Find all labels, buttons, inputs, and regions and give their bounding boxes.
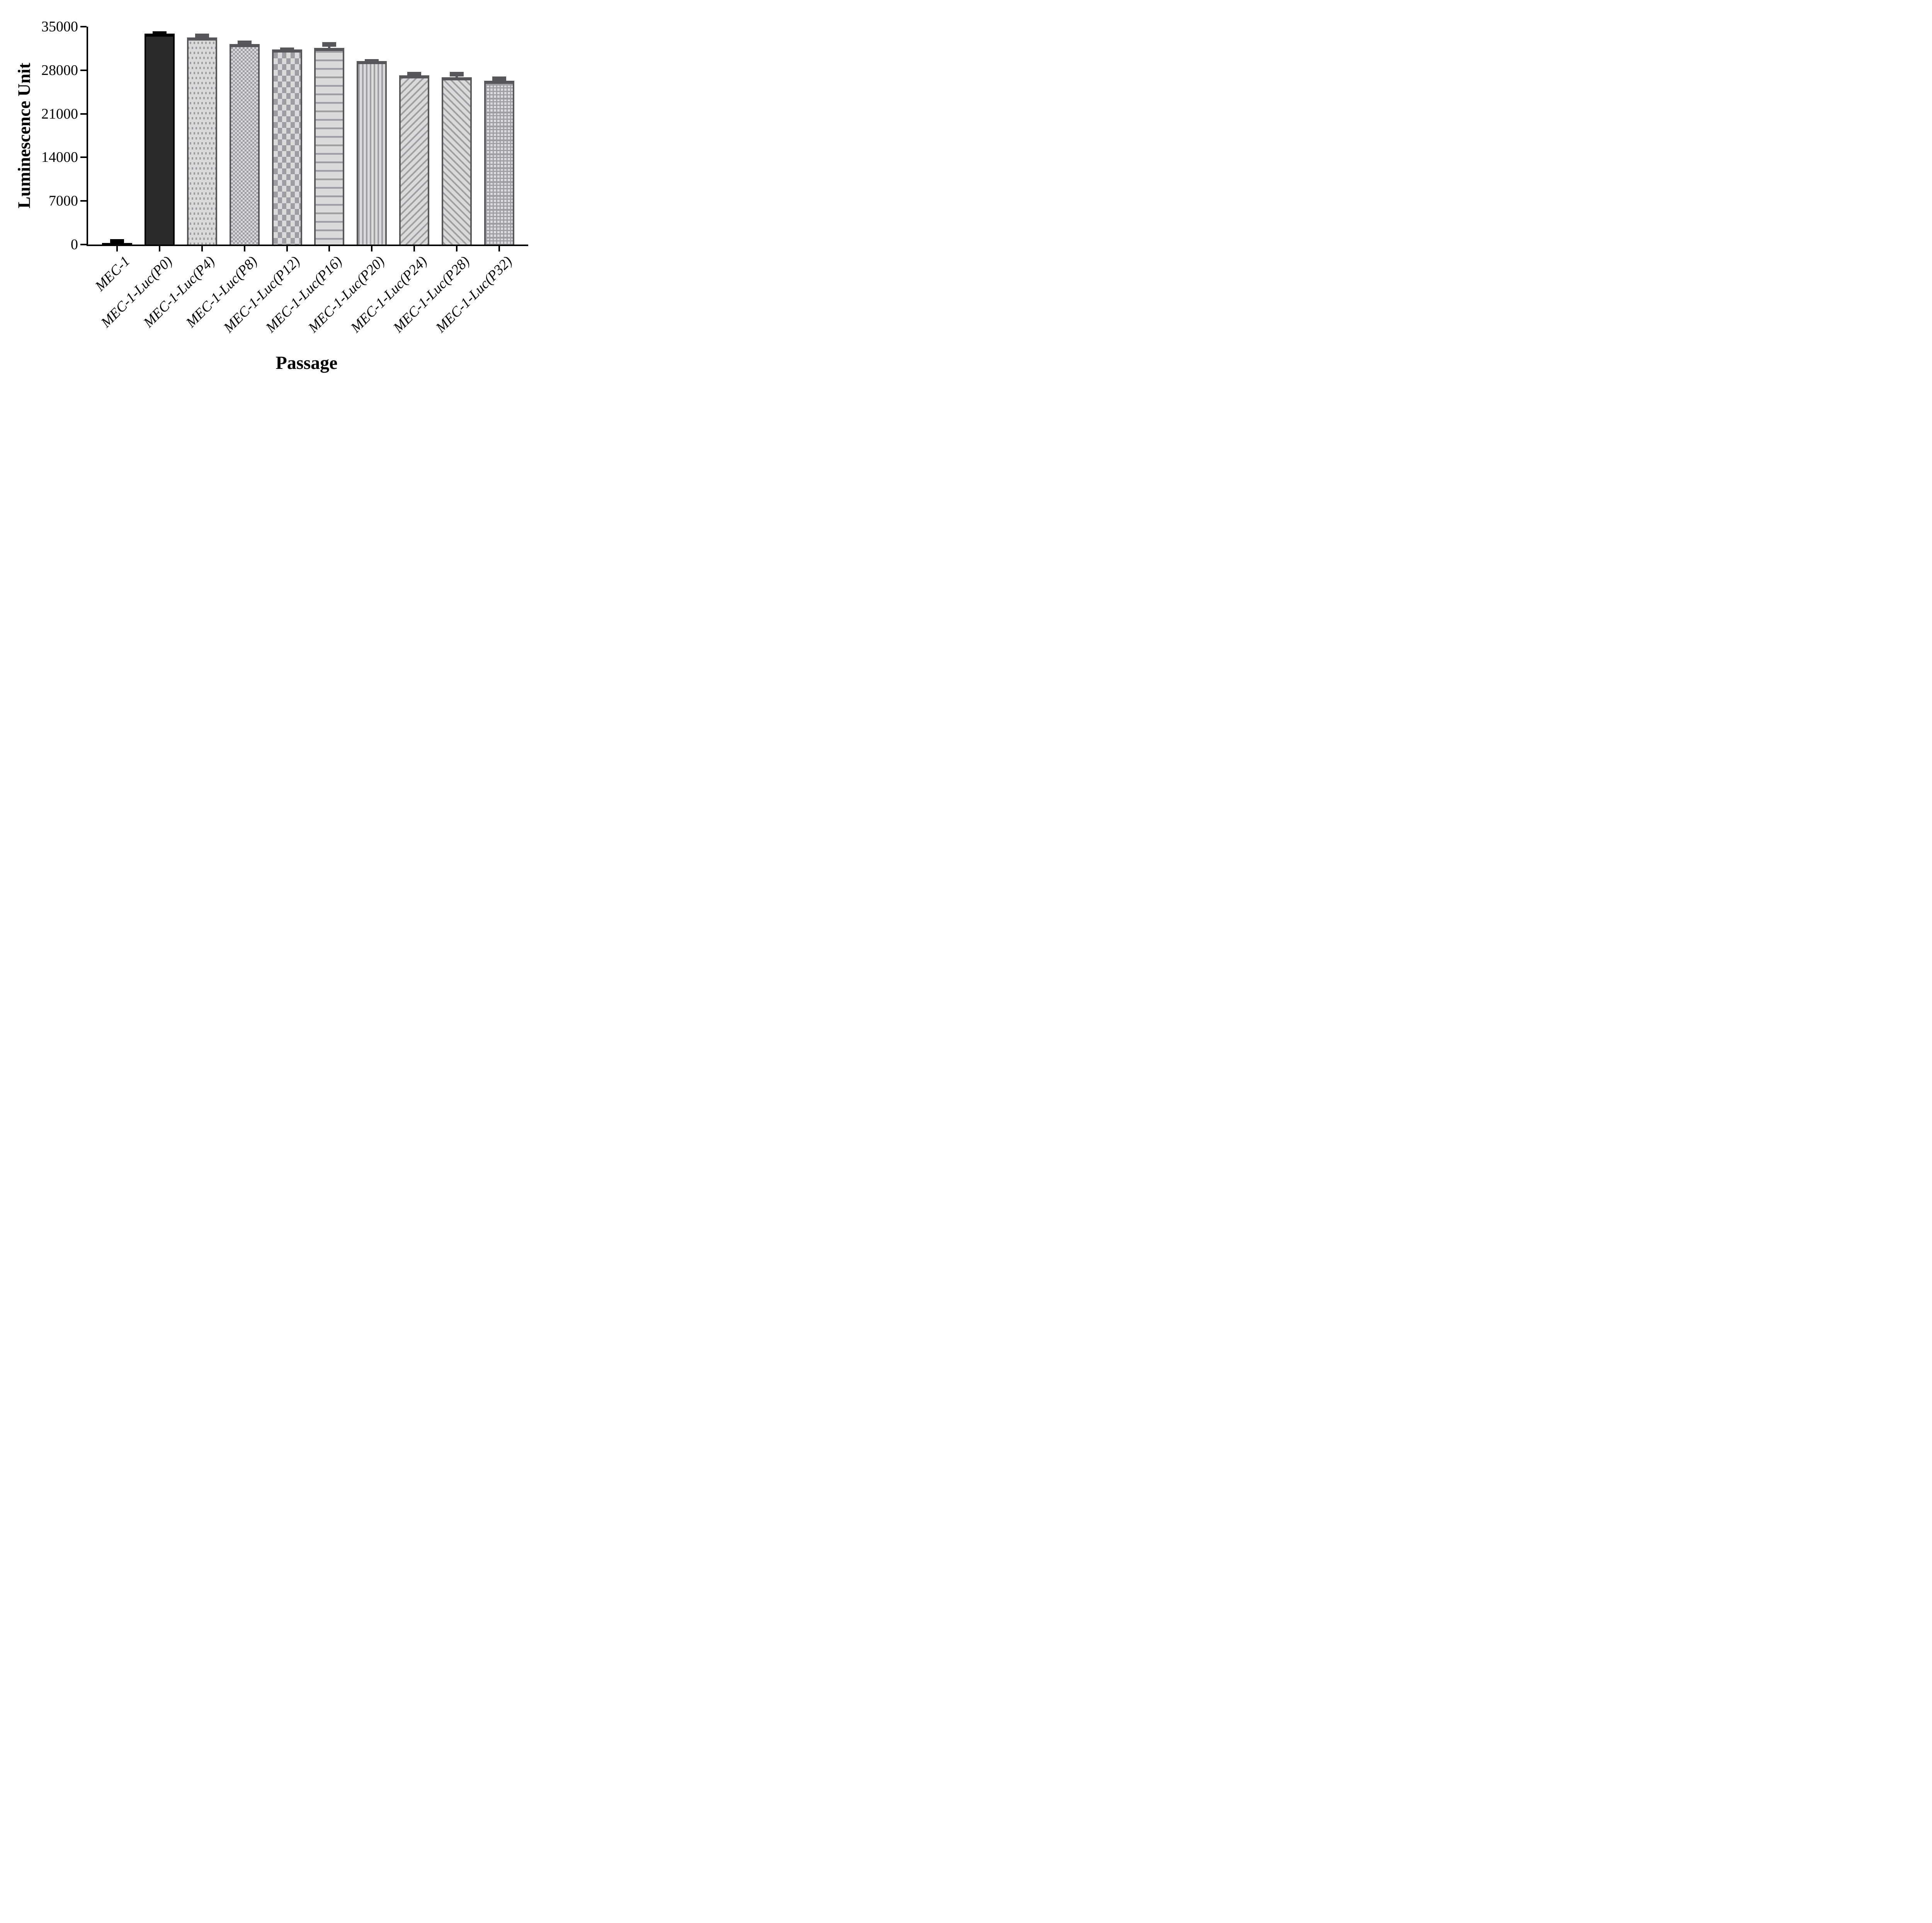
y-tick-mark [80,200,87,202]
error-bar-stem [456,71,458,82]
y-tick-mark [80,156,87,158]
x-tick-mark [413,246,415,251]
y-tick-label: 21000 [41,105,78,122]
bar [272,49,302,245]
bar-slot: MEC-1-Luc(P20) [305,27,393,336]
y-axis: 0 7000 14000 21000 28000 35000 [0,0,87,385]
error-bar [110,239,124,245]
x-tick-mark [158,246,160,251]
bar-pattern-dots [188,41,216,245]
y-tick-label: 0 [71,236,78,253]
x-tick-mark [286,246,288,251]
error-bar-cap [492,76,507,82]
bar [229,44,260,245]
error-bar-cap [195,33,209,38]
bar [102,243,132,245]
x-tick-mark [498,246,500,251]
bar-pattern-vlines [358,64,386,245]
x-tick-mark [328,246,330,251]
x-tick-label: MEC-1-Luc(P28) [390,253,473,336]
x-tick-mark [116,246,118,251]
y-tick-label: 7000 [49,193,78,209]
y-tick-label: 28000 [41,62,78,78]
x-tick-label: MEC-1 [92,253,133,294]
y-tick-mark [80,69,87,71]
x-tick-mark [371,246,373,251]
bar-slot: MEC-1-Luc(P8) [183,27,266,331]
error-bar-cap [450,71,464,76]
x-tick-label: MEC-1-Luc(P32) [433,253,515,336]
error-bar-cap [322,42,337,47]
bar [144,33,175,245]
bar [399,75,430,245]
x-tick-mark [201,246,203,251]
y-tick-label: 14000 [41,149,78,166]
bar-slot: MEC-1 [92,27,138,294]
bar-slot: MEC-1-Luc(P0) [98,27,181,331]
bar [357,61,387,245]
y-tick-mark [80,113,87,115]
bars-row: MEC-1 MEC-1-Luc(P0) MEC-1-Luc(P4) MEC-1-Luc… [88,27,528,336]
x-tick-label: MEC-1-Luc(P20) [305,253,388,336]
x-tick-mark [456,246,458,251]
bar-pattern-hlines [316,51,343,245]
bar-pattern-grid [486,84,513,245]
x-axis-title: Passage [276,353,338,373]
bar [442,77,472,245]
plot-area: MEC-1 MEC-1-Luc(P0) MEC-1-Luc(P4) MEC-1-Luc… [87,27,528,336]
error-bar [322,42,337,53]
bar-slot: MEC-1-Luc(P12) [221,27,308,336]
bar-slot: MEC-1-Luc(P4) [141,27,223,331]
x-tick-label: MEC-1-Luc(P12) [220,253,303,336]
x-tick-mark [243,246,245,251]
bar-slot: MEC-1-Luc(P28) [390,27,478,336]
bar-pattern-checker-small [231,47,258,245]
bar-slot: MEC-1-Luc(P32) [433,27,520,336]
error-bar-cap [110,239,124,244]
y-tick-label: 35000 [41,19,78,35]
y-tick-mark [80,26,87,27]
bar-pattern-diag-down [443,80,471,245]
bar-pattern-diag-up [401,78,428,245]
bar-pattern-checker-large [273,52,301,245]
error-bar [450,71,464,82]
bar-slot: MEC-1-Luc(P16) [263,27,351,336]
x-tick-label: MEC-1-Luc(P24) [348,253,430,336]
x-tick-label: MEC-1-Luc(P16) [263,253,346,336]
bar-slot: MEC-1-Luc(P24) [348,27,435,336]
bar [187,37,217,245]
y-tick-mark [80,244,87,245]
error-bar-stem [328,42,331,53]
bar [484,81,515,245]
bar [314,48,345,245]
figure: Luminescence Unit 0 7000 14000 21000 28000 35… [0,0,551,385]
